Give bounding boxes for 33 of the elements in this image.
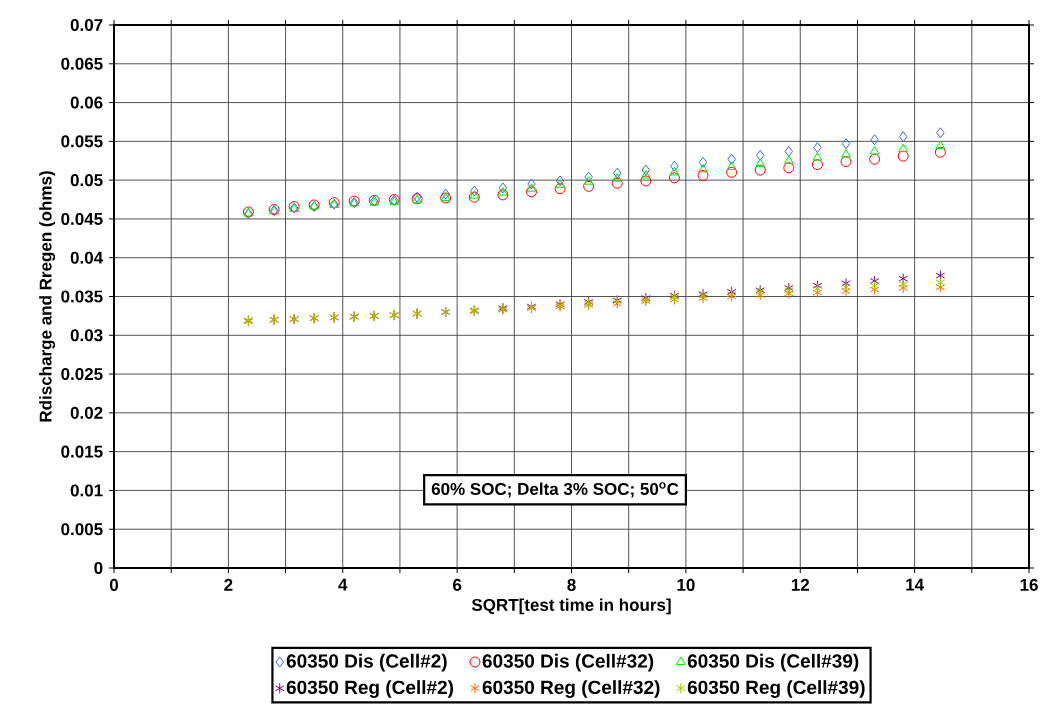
legend-label: 60350 Reg (Cell#39) <box>687 680 865 698</box>
y-tick-label: 0.04 <box>70 251 104 264</box>
legend-label: 60350 Reg (Cell#2) <box>286 680 453 698</box>
y-tick-label: 0.035 <box>61 290 103 303</box>
x-tick-label: 2 <box>224 578 233 591</box>
y-tick-label: 0.05 <box>70 174 103 187</box>
legend-label: 60350 Dis (Cell#2) <box>286 653 447 672</box>
x-tick-label: 4 <box>338 578 348 591</box>
legend-label: 60350 Dis (Cell#32) <box>482 653 654 672</box>
x-tick-label: 12 <box>791 578 810 591</box>
x-tick-label: 0 <box>109 578 119 591</box>
y-tick-label: 0.065 <box>61 57 103 70</box>
x-tick-label: 14 <box>906 578 924 591</box>
y-tick-label: 0.06 <box>70 96 103 109</box>
y-tick-label: 0.005 <box>61 523 103 536</box>
x-tick-label: 6 <box>453 578 462 591</box>
y-tick-label: 0.02 <box>70 406 103 419</box>
annotation: 60% SOC; Delta 3% SOC; 50$^{o}$C <box>431 482 679 498</box>
x-axis-title: SQRT[test time in hours] <box>471 598 671 615</box>
y-tick-label: 0.01 <box>70 484 103 497</box>
y-axis-title: Rdischarge and Rregen (ohms) <box>39 171 56 422</box>
y-tick-label: 0.055 <box>61 135 103 148</box>
y-tick-label: 0.015 <box>61 445 103 458</box>
legend-label: 60350 Reg (Cell#32) <box>482 680 660 698</box>
y-tick-label: 0.045 <box>61 212 103 225</box>
y-tick-label: 0 <box>94 561 103 575</box>
y-tick-label: 0.025 <box>61 368 103 381</box>
y-tick-label: 0.07 <box>70 18 103 32</box>
y-tick-label: 0.03 <box>70 329 103 342</box>
x-tick-label: 16 <box>1020 578 1038 591</box>
x-tick-label: 8 <box>567 578 576 591</box>
legend-label: 60350 Dis (Cell#39) <box>687 653 859 672</box>
x-tick-label: 10 <box>677 578 695 591</box>
